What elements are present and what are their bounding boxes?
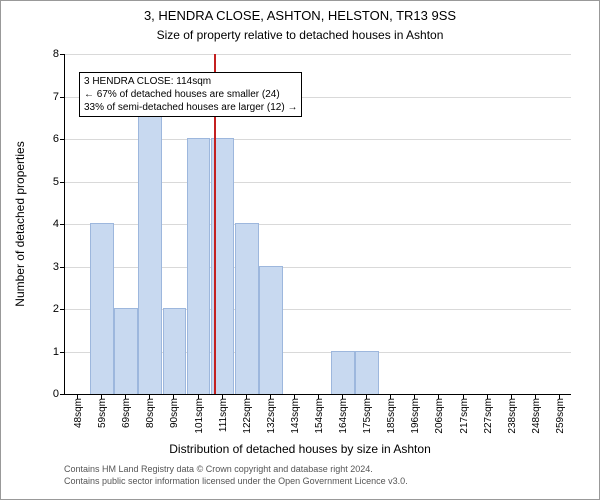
x-tick-label: 185sqm <box>386 398 397 434</box>
chart-container: 3, HENDRA CLOSE, ASHTON, HELSTON, TR13 9… <box>0 0 600 500</box>
y-tick-label: 1 <box>53 346 65 358</box>
title-line-2: Size of property relative to detached ho… <box>0 28 600 42</box>
x-tick-label: 48sqm <box>73 398 84 428</box>
x-tick-label: 164sqm <box>338 398 349 434</box>
footer-line-1: Contains HM Land Registry data © Crown c… <box>64 464 408 476</box>
annotation-line: 33% of semi-detached houses are larger (… <box>84 101 297 114</box>
x-tick-label: 154sqm <box>314 398 325 434</box>
plot-area: 01234567848sqm59sqm69sqm80sqm90sqm101sqm… <box>64 54 571 395</box>
histogram-bar <box>163 308 187 394</box>
footer-attribution: Contains HM Land Registry data © Crown c… <box>64 464 408 487</box>
gridline-y <box>65 54 571 55</box>
histogram-bar <box>259 266 283 395</box>
annotation-line: 3 HENDRA CLOSE: 114sqm <box>84 75 297 88</box>
x-tick-label: 227sqm <box>483 398 494 434</box>
x-tick-label: 111sqm <box>218 398 229 432</box>
x-tick-label: 238sqm <box>507 398 518 434</box>
annotation-box: 3 HENDRA CLOSE: 114sqm← 67% of detached … <box>79 72 302 117</box>
y-tick-label: 8 <box>53 48 65 60</box>
x-axis-label: Distribution of detached houses by size … <box>0 442 600 456</box>
y-axis-label: Number of detached properties <box>13 141 27 306</box>
y-tick-label: 2 <box>53 303 65 315</box>
histogram-bar <box>355 351 379 395</box>
histogram-bar <box>114 308 138 394</box>
x-tick-label: 175sqm <box>362 398 373 434</box>
x-tick-label: 196sqm <box>410 398 421 434</box>
x-tick-label: 59sqm <box>97 398 108 428</box>
x-tick-label: 143sqm <box>290 398 301 434</box>
y-tick-label: 5 <box>53 176 65 188</box>
title-line-1: 3, HENDRA CLOSE, ASHTON, HELSTON, TR13 9… <box>0 8 600 23</box>
y-tick-label: 0 <box>53 388 65 400</box>
y-tick-label: 7 <box>53 91 65 103</box>
x-tick-label: 217sqm <box>459 398 470 434</box>
footer-line-2: Contains public sector information licen… <box>64 476 408 488</box>
histogram-bar <box>138 108 162 394</box>
x-tick-label: 206sqm <box>434 398 445 434</box>
x-tick-label: 90sqm <box>169 398 180 428</box>
y-tick-label: 4 <box>53 218 65 230</box>
histogram-bar <box>331 351 355 395</box>
y-tick-label: 6 <box>53 133 65 145</box>
histogram-bar <box>235 223 259 394</box>
x-tick-label: 101sqm <box>194 398 205 434</box>
histogram-bar <box>90 223 114 394</box>
x-tick-label: 259sqm <box>555 398 566 434</box>
x-tick-label: 122sqm <box>242 398 253 434</box>
x-tick-label: 248sqm <box>531 398 542 434</box>
x-tick-label: 69sqm <box>121 398 132 428</box>
x-tick-label: 80sqm <box>145 398 156 428</box>
histogram-bar <box>187 138 211 394</box>
annotation-line: ← 67% of detached houses are smaller (24… <box>84 88 297 101</box>
y-tick-label: 3 <box>53 261 65 273</box>
x-tick-label: 132sqm <box>266 398 277 434</box>
